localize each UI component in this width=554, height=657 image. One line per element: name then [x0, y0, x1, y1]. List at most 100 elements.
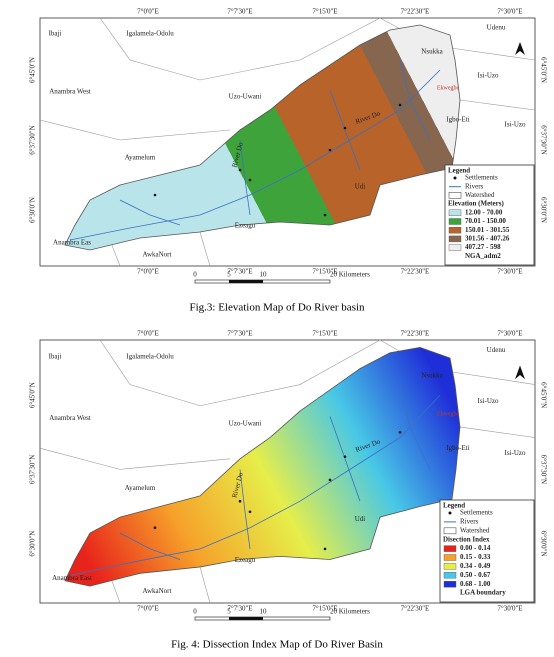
- legend-class: 0.50 - 0.67: [460, 571, 491, 579]
- place-name: AwkaNort: [143, 251, 172, 259]
- settlement-dot: [398, 103, 402, 107]
- legend-title: Legend: [443, 502, 465, 510]
- legend-class-title: Disection Index: [443, 535, 490, 543]
- settlement-dot: [323, 213, 327, 217]
- river: [399, 59, 431, 141]
- boundary-line: [39, 119, 231, 141]
- place-name: Udi: [355, 515, 366, 523]
- place-name: Igbo-Eti: [446, 116, 469, 124]
- caption: Fig.3: Elevation Map of Do River basin: [189, 302, 365, 314]
- bottom-coordinate: 7°7'30"E: [227, 605, 252, 613]
- place-name: Ibaji: [49, 353, 62, 361]
- legend-class: 301.56 - 407.26: [465, 235, 510, 243]
- place-name: AwkaNort: [143, 587, 172, 595]
- legend-class: 407.27 - 598: [465, 243, 501, 251]
- scale-bar: [229, 280, 263, 283]
- north-arrow: [515, 42, 525, 55]
- legend-swatch: [443, 545, 457, 552]
- settlement-dot: [398, 430, 402, 434]
- legend-symbol: [448, 192, 462, 199]
- place-name: Ayamelum: [125, 484, 156, 492]
- watershed: [64, 24, 461, 251]
- north-arrow: [515, 365, 525, 380]
- river: [119, 199, 181, 226]
- settlement-dot: [238, 499, 242, 503]
- figure: 7°0'0"E 7°0'0"E 7°7'30"E 7°7'30"E 7°15'0"E 7°…: [29, 8, 548, 314]
- right-coordinate: 6°30'0"N: [539, 531, 547, 557]
- settlement-dot: [248, 178, 252, 182]
- place-name: Anambra West: [49, 88, 91, 96]
- legend-swatch: [443, 572, 457, 579]
- legend-class: 0.15 - 0.33: [460, 553, 491, 561]
- legend-class: 12.00 - 70.00: [465, 208, 503, 216]
- top-coordinate: 7°30'0"E: [497, 330, 522, 338]
- legend-item: Watershed: [465, 191, 495, 199]
- left-coordinate: 6°45'0"N: [29, 382, 37, 408]
- legend-class-title: Elevation (Meters): [448, 200, 504, 208]
- boundary-line: [459, 426, 536, 438]
- right-coordinate: 6°37'30"N: [539, 125, 547, 154]
- left-coordinate: 6°37'30"N: [29, 455, 37, 484]
- legend-swatch: [443, 554, 457, 561]
- legend-class: 0.34 - 0.49: [460, 562, 491, 570]
- place-name: Isi-Uzo: [478, 397, 499, 405]
- left-coordinate: 6°45'0"N: [29, 57, 37, 83]
- river: [69, 69, 441, 241]
- top-coordinate: 7°7'30"E: [227, 330, 252, 338]
- legend-symbol: [443, 527, 457, 535]
- scale-bar: [229, 617, 263, 620]
- legend-swatch: [448, 235, 462, 243]
- place-name: Udi: [355, 183, 366, 191]
- river: [239, 469, 251, 549]
- legend-item: Settlements: [460, 509, 493, 517]
- legend-symbol: [448, 511, 452, 515]
- legend-symbol: [453, 176, 457, 180]
- place-name: Igbo-Eti: [446, 444, 469, 452]
- legend-boundary: LGA boundary: [460, 589, 506, 597]
- top-coordinate: 7°30'0"E: [497, 8, 522, 16]
- settlement-name: Ekwegbe: [437, 85, 460, 91]
- bottom-coordinate: 7°22'30"E: [401, 268, 430, 276]
- settlement-dot: [248, 510, 252, 514]
- place-name: Ayamelum: [125, 154, 156, 162]
- top-coordinate: 7°22'30"E: [401, 8, 430, 16]
- boundary-line: [199, 566, 211, 604]
- legend-item: Watershed: [460, 526, 490, 534]
- legend-item: Rivers: [460, 518, 479, 526]
- settlement-dot: [153, 526, 157, 530]
- left-coordinate: 6°37'30"N: [29, 125, 37, 154]
- left-coordinate: 6°30'0"N: [29, 197, 37, 223]
- scale-label: 20 Kilometers: [330, 271, 370, 279]
- bottom-coordinate: 7°0'0"E: [137, 268, 159, 276]
- bottom-coordinate: 7°7'30"E: [227, 268, 252, 276]
- place-name: Ezeagu: [235, 222, 256, 230]
- place-name: Ibaji: [49, 30, 62, 38]
- boundary-line: [99, 17, 381, 81]
- boundary-line: [199, 231, 211, 267]
- place-name: Igalamela-Odolu: [126, 30, 174, 38]
- legend-boundary: NGA_adm2: [465, 252, 501, 260]
- bottom-coordinate: 7°15'0"E: [312, 605, 337, 613]
- bottom-coordinate: 7°15'0"E: [312, 268, 337, 276]
- place-name: Anambra West: [49, 414, 91, 422]
- boundary-line: [99, 339, 381, 407]
- place-name: Uzo-Uwani: [229, 419, 262, 427]
- settlement-name: Ekwegbe: [437, 412, 460, 418]
- place-name: Uzo-Uwani: [229, 93, 262, 101]
- right-coordinate: 6°45'0"N: [539, 57, 547, 83]
- bottom-coordinate: 7°22'30"E: [401, 605, 430, 613]
- top-coordinate: 7°0'0"E: [137, 330, 159, 338]
- river: [69, 394, 441, 576]
- place-name: Isi-Uzo: [478, 72, 499, 80]
- river: [329, 416, 361, 502]
- legend-title: Legend: [448, 167, 470, 175]
- place-name: Igalamela-Odolu: [126, 353, 174, 361]
- legend-class: 150.01 - 301.55: [465, 226, 510, 234]
- bottom-coordinate: 7°30'0"E: [497, 268, 522, 276]
- top-coordinate: 7°0'0"E: [137, 8, 159, 16]
- right-coordinate: 6°30'0"N: [539, 197, 547, 223]
- legend-swatch: [443, 581, 457, 588]
- river: [399, 384, 431, 470]
- scale-label: 5: [227, 608, 231, 616]
